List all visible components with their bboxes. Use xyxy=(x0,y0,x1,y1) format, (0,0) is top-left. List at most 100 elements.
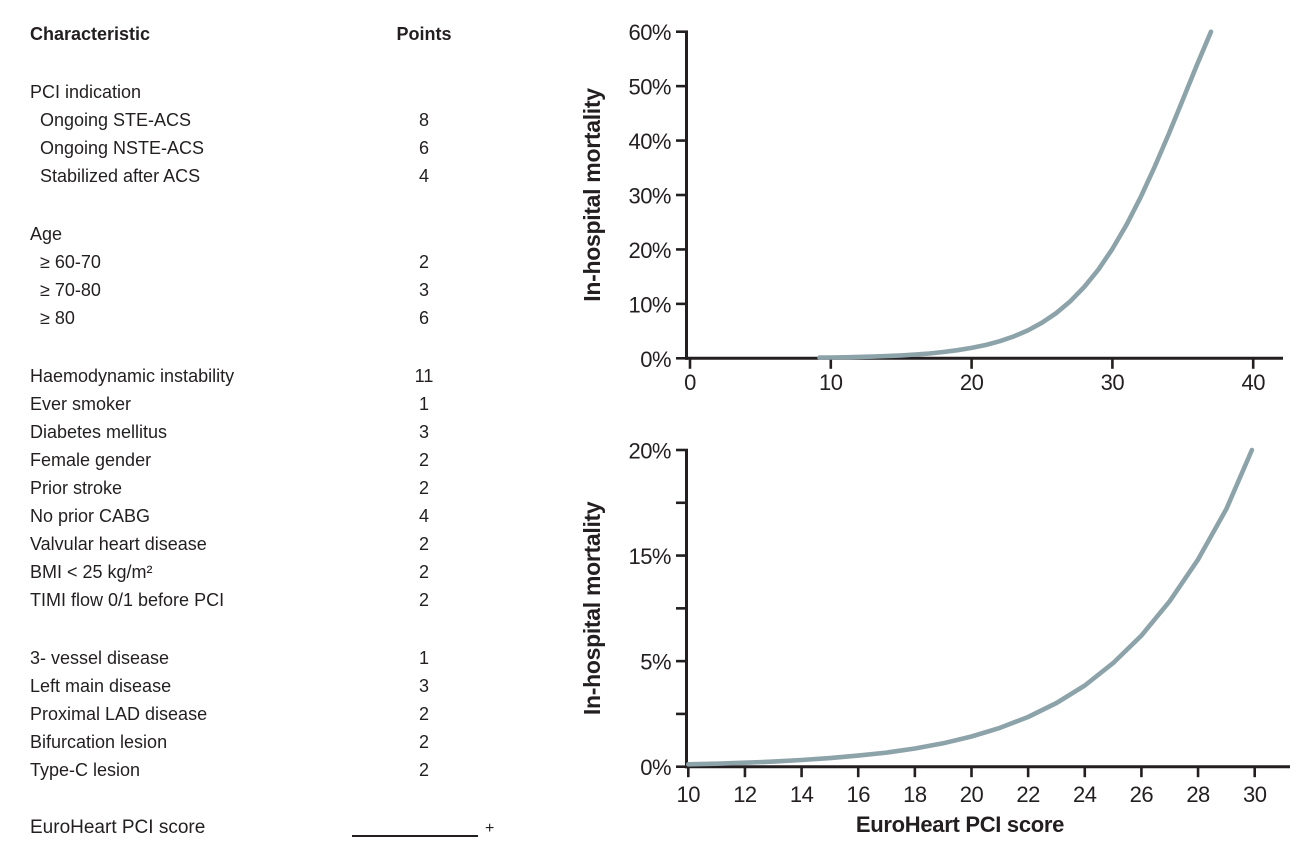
characteristic-label: Prior stroke xyxy=(30,478,123,498)
characteristic-label: Ever smoker xyxy=(30,394,132,414)
x-tick-label: 20 xyxy=(960,782,984,807)
sum-blank-line xyxy=(352,835,478,837)
x-tick-label: 20 xyxy=(960,370,984,395)
characteristic-label: Ongoing STE-ACS xyxy=(40,110,192,130)
y-tick-label: 0% xyxy=(640,347,671,372)
characteristic-label: Left main disease xyxy=(30,676,172,696)
y-axis-title: In-hospital mortality xyxy=(579,88,605,302)
table-row: ≥ 80 6 xyxy=(30,304,510,332)
x-tick-label: 22 xyxy=(1016,782,1040,807)
x-tick-label: 14 xyxy=(790,782,814,807)
score-table-header: Characteristic Points xyxy=(30,20,510,48)
x-tick-label: 12 xyxy=(733,782,757,807)
characteristic-label: No prior CABG xyxy=(30,506,151,526)
points-value: 1 xyxy=(418,648,430,668)
points-value: 2 xyxy=(418,534,430,554)
mortality-curve xyxy=(686,447,1255,767)
characteristic-label: TIMI flow 0/1 before PCI xyxy=(30,590,225,610)
points-value: 4 xyxy=(418,506,430,526)
characteristic-label: Valvular heart disease xyxy=(30,534,207,554)
points-value: 8 xyxy=(418,110,430,130)
x-tick-label: 16 xyxy=(846,782,870,807)
table-row: Bifurcation lesion 2 xyxy=(30,728,510,756)
bottom-chart: 0% 5% 15% 20% 10 12 14 16 18 20 22 24 26 28 30 In-hospi… xyxy=(579,439,1290,837)
points-value: 3 xyxy=(418,676,430,696)
x-tick-label: 0 xyxy=(684,370,696,395)
x-tick-label: 26 xyxy=(1130,782,1154,807)
section-spacer xyxy=(30,190,510,220)
table-row: Haemodynamic instability 11 xyxy=(30,362,510,390)
mortality-charts: 0% 10% 20% 30% 40% 50% 60% 0 10 20 30 40 In-hospital… xyxy=(579,20,1290,837)
table-row: ≥ 60-70 2 xyxy=(30,248,510,276)
y-tick-label: 0% xyxy=(640,755,671,780)
points-value: 2 xyxy=(418,760,430,780)
points-value: 11 xyxy=(414,366,434,386)
top-chart: 0% 10% 20% 30% 40% 50% 60% 0 10 20 30 40 In-hospital… xyxy=(579,20,1283,395)
points-value: 3 xyxy=(418,422,430,442)
y-tick-label: 15% xyxy=(628,544,671,569)
table-row: TIMI flow 0/1 before PCI 2 xyxy=(30,586,510,614)
table-row: No prior CABG 4 xyxy=(30,502,510,530)
points-value: 2 xyxy=(418,450,430,470)
y-tick-label: 60% xyxy=(628,20,671,45)
characteristic-label: ≥ 60-70 xyxy=(40,252,101,272)
x-tick-label: 40 xyxy=(1241,370,1265,395)
total-score-label: EuroHeart PCI score xyxy=(30,817,206,838)
table-row: Ongoing NSTE-ACS 6 xyxy=(30,134,510,162)
points-value: 2 xyxy=(418,562,430,582)
points-value: 2 xyxy=(418,252,430,272)
characteristic-label: Haemodynamic instability xyxy=(30,366,235,386)
x-tick-label: 30 xyxy=(1101,370,1125,395)
group-row: PCI indication xyxy=(30,78,510,106)
y-tick-label: 40% xyxy=(628,129,671,154)
characteristic-label: Type-C lesion xyxy=(30,760,141,780)
x-tick-label: 10 xyxy=(819,370,843,395)
y-tick-label: 50% xyxy=(628,75,671,100)
group-label: PCI indication xyxy=(30,82,142,102)
characteristic-label: Female gender xyxy=(30,450,152,470)
table-row: 3- vessel disease 1 xyxy=(30,644,510,672)
x-tick-label: 10 xyxy=(677,782,701,807)
points-value: 2 xyxy=(418,590,430,610)
points-value: 1 xyxy=(418,394,430,414)
points-value: 6 xyxy=(418,138,430,158)
y-tick-label: 20% xyxy=(628,439,671,464)
mortality-curve xyxy=(817,29,1214,360)
y-tick-label: 10% xyxy=(628,292,671,317)
table-row: Prior stroke 2 xyxy=(30,474,510,502)
points-value: 3 xyxy=(418,280,430,300)
x-axis-title: EuroHeart PCI score xyxy=(856,812,1064,837)
plus-sign: + xyxy=(485,820,495,837)
points-value: 2 xyxy=(418,478,430,498)
table-row: Female gender 2 xyxy=(30,446,510,474)
group-row: Age xyxy=(30,220,510,248)
score-total-row: EuroHeart PCI score + xyxy=(30,814,510,844)
points-value: 2 xyxy=(418,704,430,724)
characteristic-column-header: Characteristic xyxy=(30,24,151,44)
characteristic-label: Bifurcation lesion xyxy=(30,732,168,752)
table-row: Ongoing STE-ACS 8 xyxy=(30,106,510,134)
table-row: Diabetes mellitus 3 xyxy=(30,418,510,446)
y-axis-title: In-hospital mortality xyxy=(579,501,605,715)
characteristic-label: ≥ 70-80 xyxy=(40,280,101,300)
table-row: Proximal LAD disease 2 xyxy=(30,700,510,728)
characteristic-label: 3- vessel disease xyxy=(30,648,170,668)
table-row: Stabilized after ACS 4 xyxy=(30,162,510,190)
table-row: Type-C lesion 2 xyxy=(30,756,510,784)
score-table-rows: PCI indication Ongoing STE-ACS 8 Ongoing NS… xyxy=(30,48,510,784)
section-spacer xyxy=(30,614,510,644)
characteristic-label: Proximal LAD disease xyxy=(30,704,208,724)
x-tick-label: 24 xyxy=(1073,782,1097,807)
points-value: 2 xyxy=(418,732,430,752)
table-row: ≥ 70-80 3 xyxy=(30,276,510,304)
characteristic-label: ≥ 80 xyxy=(40,308,75,328)
score-table: Characteristic Points PCI indication Ongo… xyxy=(30,20,510,844)
table-row: Ever smoker 1 xyxy=(30,390,510,418)
x-tick-label: 28 xyxy=(1186,782,1210,807)
points-value: 6 xyxy=(418,308,430,328)
characteristic-label: Stabilized after ACS xyxy=(40,166,201,186)
characteristic-label: BMI < 25 kg/m² xyxy=(30,562,153,582)
table-row: BMI < 25 kg/m² 2 xyxy=(30,558,510,586)
points-column-header: Points xyxy=(396,24,452,44)
